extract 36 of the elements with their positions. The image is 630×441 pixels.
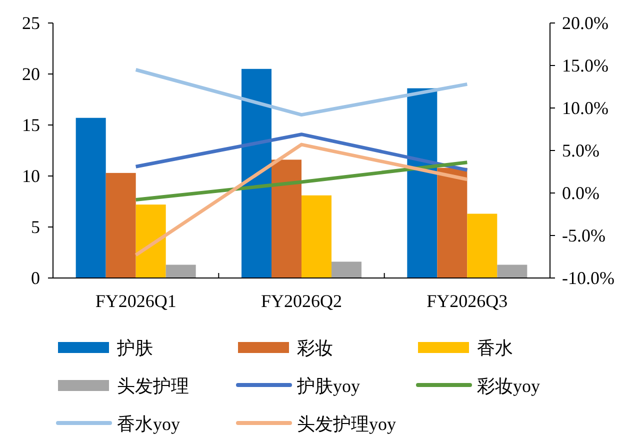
x-tick-label: FY2026Q2 bbox=[260, 291, 342, 311]
y2-tick-label: -5.0% bbox=[562, 226, 606, 246]
bar bbox=[76, 118, 106, 278]
bar bbox=[272, 160, 302, 278]
legend-label: 头发护理yoy bbox=[297, 414, 396, 434]
bar bbox=[242, 68, 272, 278]
y-tick-label: 10 bbox=[22, 166, 40, 186]
bar bbox=[332, 262, 362, 278]
y2-tick-label: 10.0% bbox=[562, 98, 608, 118]
bar bbox=[136, 204, 166, 278]
legend-label: 香水 bbox=[477, 338, 513, 358]
y-tick-label: 20 bbox=[22, 64, 40, 84]
legend-label: 彩妆yoy bbox=[477, 376, 540, 396]
legend-label: 护肤yoy bbox=[296, 376, 360, 396]
legend-label: 护肤 bbox=[116, 338, 153, 358]
y2-tick-label: 5.0% bbox=[562, 140, 600, 160]
bar bbox=[166, 264, 196, 278]
y2-tick-label: 15.0% bbox=[562, 56, 608, 76]
y-tick-label: 0 bbox=[31, 268, 40, 288]
y-tick-label: 25 bbox=[22, 13, 40, 33]
legend-label: 香水yoy bbox=[117, 414, 180, 434]
x-tick-label: FY2026Q3 bbox=[426, 291, 508, 311]
legend-label: 头发护理 bbox=[117, 376, 189, 396]
bar bbox=[437, 168, 468, 278]
bar bbox=[106, 172, 136, 278]
y2-tick-label: 20.0% bbox=[562, 13, 608, 33]
y-tick-label: 5 bbox=[31, 217, 40, 237]
bar bbox=[407, 88, 438, 278]
y-tick-label: 15 bbox=[22, 115, 40, 135]
legend-label: 彩妆 bbox=[297, 338, 333, 358]
x-tick-label: FY2026Q1 bbox=[95, 291, 176, 311]
bar bbox=[302, 195, 332, 278]
bar bbox=[467, 214, 498, 278]
y2-tick-label: -10.0% bbox=[562, 268, 614, 288]
bar bbox=[497, 264, 528, 278]
y2-tick-label: 0.0% bbox=[562, 183, 600, 203]
